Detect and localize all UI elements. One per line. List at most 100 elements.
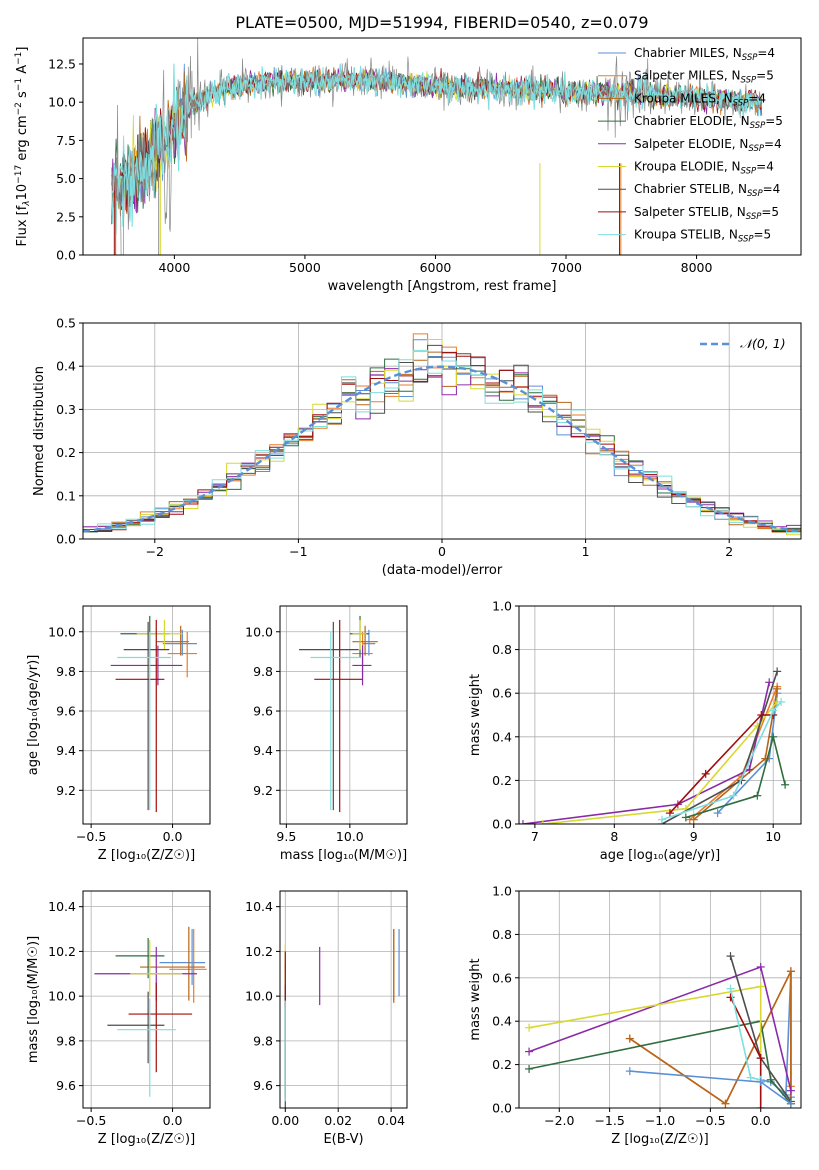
y-tick-label: 9.8: [56, 664, 76, 679]
series-marker: [525, 1064, 534, 1073]
legend-entry: Kroupa MILES, NSSP=4: [634, 91, 766, 108]
series-marker: [769, 706, 778, 715]
x-tick-label: 2: [725, 544, 733, 559]
x-tick-label: 0.0: [751, 1113, 771, 1128]
y-tick-label: 9.6: [253, 704, 273, 719]
plot-area: [519, 667, 790, 824]
x-tick-label: 7000: [550, 260, 582, 275]
y-axis-label: mass [log₁₀(M/M☉)]: [26, 936, 41, 1063]
panel-weight-vs-age: 7 8 9 10 0.0 0.2 0.4 0.6 0.8 1.0 age [log₁₀(age/yr…: [468, 599, 802, 863]
y-tick-label: 0.2: [492, 773, 512, 788]
y-tick-label: 10.0: [48, 95, 76, 110]
y-tick-label: 9.8: [253, 1033, 273, 1048]
y-axis-label-part: 10: [15, 184, 30, 201]
legend-entry: Chabrier STELIB, NSSP=4: [634, 182, 780, 199]
y-axis-label: Normed distribution: [32, 366, 47, 496]
x-tick-label: −0.5: [695, 1113, 725, 1128]
y-axis-label: mass weight: [468, 958, 483, 1040]
y-axis-label-part: −1: [14, 52, 24, 65]
error-bar-point: [130, 940, 183, 997]
y-axis-label: Flux [fλ10−17 erg cm−2 s−1 A−1]: [14, 47, 32, 247]
error-bar-point: [159, 929, 206, 985]
series-marker: [786, 1086, 795, 1095]
x-axis-label: Z [log₁₀(Z/Z☉)]: [98, 848, 195, 863]
y-axis-label-part: Flux [f: [15, 205, 30, 246]
y-tick-label: 0.8: [492, 927, 512, 942]
x-tick-label: 10: [765, 829, 781, 844]
series-marker: [519, 820, 527, 824]
axes-frame: [82, 37, 802, 256]
x-tick-label: 7: [531, 829, 539, 844]
x-tick-label: −1: [289, 544, 307, 559]
axes-frame: [279, 890, 408, 1109]
series-marker: [729, 791, 738, 800]
y-axis-label-part: ]: [15, 47, 30, 52]
error-bar-point: [115, 619, 165, 813]
series-marker: [756, 962, 765, 971]
plot-area: [284, 929, 400, 1108]
series-marker: [726, 984, 735, 993]
mass-weight-series: [729, 988, 761, 1081]
x-tick-label: 1: [582, 544, 590, 559]
panel-age-vs-z: −0.5 0.0 9.2 9.4 9.6 9.8 10.0 Z [log₁₀(Z/Z☉)] ag…: [26, 605, 211, 863]
mass-weight-series: [528, 985, 762, 1108]
y-tick-label: 9.8: [56, 1033, 76, 1048]
panel-weight-vs-z: −2.0 −1.5 −1.0 −0.5 0.0 0.0 0.2 0.4 0.6 0.8 1.0 Z […: [468, 884, 802, 1147]
mass-weight-series: [542, 701, 778, 824]
mass-weight-series: [629, 970, 792, 1105]
error-bar-point: [115, 937, 165, 979]
observed-spectrum-line: [111, 38, 763, 255]
x-tick-label: 0: [438, 544, 446, 559]
series-marker: [765, 678, 774, 687]
y-tick-label: 10.2: [245, 944, 273, 959]
y-tick-label: 10.0: [245, 624, 273, 639]
panel-spectrum: 4000 5000 6000 7000 8000 0.0 2.5 5.0 7.5 10.0 12.5…: [14, 37, 802, 294]
y-tick-label: 1.0: [492, 884, 512, 899]
x-axis-label: (data-model)/error: [382, 563, 503, 578]
legend-entry: 𝒩(0, 1): [740, 336, 786, 351]
x-tick-label: 4000: [158, 260, 190, 275]
series-marker: [756, 1077, 765, 1086]
series-marker: [773, 684, 782, 693]
mass-weight-series: [528, 1020, 792, 1105]
legend-entry: Salpeter ELODIE, NSSP=4: [634, 137, 782, 154]
error-bar-point: [352, 619, 367, 650]
series-marker: [538, 820, 547, 824]
panel-residuals: −2 −1 0 1 2 0.0 0.1 0.2 0.3 0.4 0.5 (data-model)/er…: [32, 316, 802, 578]
plot-area: [83, 333, 801, 536]
legend: 𝒩(0, 1): [700, 336, 786, 351]
y-tick-label: 10.0: [245, 989, 273, 1004]
mass-weight-series: [760, 971, 792, 1098]
y-axis-label: age [log₁₀(age/yr)]: [26, 655, 41, 776]
y-axis-label-part: −2: [14, 102, 24, 115]
error-bar-point: [169, 929, 207, 1003]
plot-area: [299, 615, 378, 813]
error-bar-point: [349, 615, 369, 658]
error-bar-point: [352, 645, 372, 686]
error-bar-point: [123, 621, 170, 811]
x-tick-label: −0.5: [76, 1113, 106, 1128]
error-bar-point: [107, 991, 165, 1064]
x-axis-label: mass [log₁₀(M/M☉)]: [280, 848, 407, 863]
y-tick-label: 0.0: [492, 817, 512, 832]
series-marker: [756, 1104, 765, 1108]
error-bar-point: [110, 645, 183, 686]
x-tick-label: −2.0: [544, 1113, 574, 1128]
series-marker: [689, 815, 698, 824]
y-tick-label: 0.6: [492, 686, 512, 701]
error-bar-point: [310, 631, 362, 811]
error-bar-point: [352, 625, 378, 656]
y-tick-label: 0.4: [492, 729, 512, 744]
y-tick-label: 0.0: [56, 532, 76, 547]
x-tick-label: −1.0: [645, 1113, 675, 1128]
legend-entry: Salpeter MILES, NSSP=5: [634, 69, 774, 86]
x-tick-label: 5000: [289, 260, 321, 275]
series-marker: [757, 711, 766, 719]
y-tick-label: 10.2: [48, 944, 76, 959]
error-bar-point: [136, 619, 183, 650]
y-tick-label: 9.6: [56, 704, 76, 719]
series-marker: [701, 769, 710, 778]
y-tick-label: 0.8: [492, 642, 512, 657]
panel-mass-vs-z: −0.5 0.0 9.6 9.8 10.0 10.2 10.4 Z [log₁₀(Z/Z☉)]…: [26, 890, 211, 1147]
plot-area: [525, 952, 795, 1108]
